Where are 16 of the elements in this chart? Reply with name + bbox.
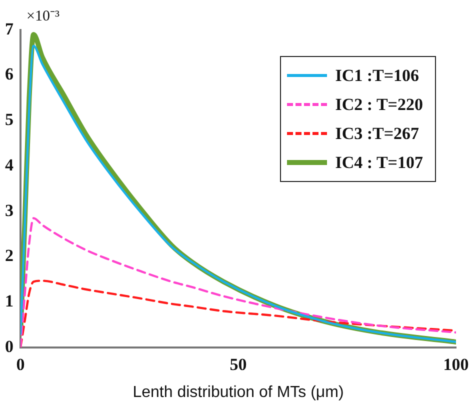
- x-axis-title: Lenth distribution of MTs (μm): [132, 384, 344, 401]
- y-tick-label: 3: [5, 200, 14, 220]
- y-tick-label: 0: [5, 336, 14, 356]
- legend-label: IC4 : T=107: [335, 152, 423, 172]
- x-tick-label: 50: [230, 354, 247, 374]
- x-tick-label: 100: [443, 354, 469, 374]
- text: ×10⁻³: [26, 8, 60, 24]
- y-tick-label: 5: [5, 110, 14, 130]
- y-tick-label: 1: [5, 291, 14, 310]
- y-tick-label: 6: [5, 64, 14, 84]
- y-tick-label: 2: [5, 246, 14, 266]
- y-tick-label: 7: [5, 19, 14, 38]
- legend-label: IC3 :T=267: [335, 124, 420, 144]
- y-tick-label: 4: [5, 155, 14, 174]
- legend-label: IC1 :T=106: [335, 66, 420, 86]
- legend-label: IC2 : T=220: [335, 94, 423, 114]
